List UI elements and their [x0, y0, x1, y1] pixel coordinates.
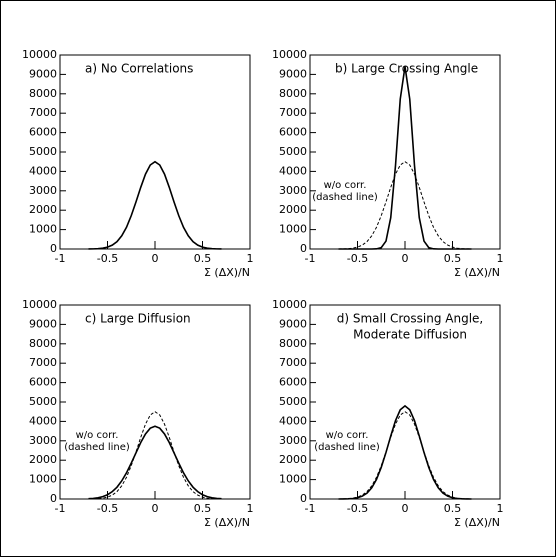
solid-curve — [88, 425, 222, 500]
annotation: (dashed line) — [314, 442, 380, 453]
x-tick-label: 0 — [402, 502, 409, 515]
y-tick-label: 1000 — [29, 223, 57, 236]
y-tick-label: 0 — [300, 242, 307, 255]
annotation: w/o corr. — [76, 430, 119, 441]
x-tick-label: 1 — [497, 502, 504, 515]
annotation: (dashed line) — [312, 192, 378, 203]
x-tick-label: 0 — [402, 252, 409, 265]
panel-title: c) Large Diffusion — [85, 312, 191, 326]
dashed-curve — [338, 411, 472, 500]
dashed-curve — [88, 411, 222, 500]
x-tick-label: 0.5 — [444, 252, 462, 265]
y-tick-label: 5000 — [279, 395, 307, 408]
y-tick-label: 0 — [50, 242, 57, 255]
x-tick-label: 0.5 — [194, 252, 212, 265]
x-tick-label: -0.5 — [347, 502, 368, 515]
y-tick-label: 9000 — [29, 317, 57, 330]
x-tick-label: -1 — [305, 252, 316, 265]
y-tick-label: 7000 — [279, 106, 307, 119]
x-tick-label: 1 — [247, 502, 254, 515]
y-tick-label: 4000 — [279, 164, 307, 177]
y-tick-label: 4000 — [279, 414, 307, 427]
y-tick-label: 5000 — [279, 145, 307, 158]
x-tick-label: -1 — [55, 252, 66, 265]
y-tick-label: 7000 — [279, 356, 307, 369]
y-tick-label: 5000 — [29, 145, 57, 158]
y-tick-label: 6000 — [29, 126, 57, 139]
x-axis-label: Σ (ΔX)/N — [454, 516, 500, 529]
y-tick-label: 2000 — [279, 203, 307, 216]
panel-title: d) Small Crossing Angle, — [337, 312, 483, 326]
y-tick-label: 8000 — [279, 337, 307, 350]
solid-curve — [338, 404, 472, 500]
y-tick-label: 4000 — [29, 164, 57, 177]
x-tick-label: 0.5 — [194, 502, 212, 515]
panel-title: a) No Correlations — [85, 62, 193, 76]
y-tick-label: 10000 — [22, 48, 57, 61]
dashed-curve — [338, 161, 472, 250]
panel-subtitle: Moderate Diffusion — [353, 328, 467, 342]
y-tick-label: 3000 — [29, 434, 57, 447]
y-tick-label: 0 — [50, 492, 57, 505]
x-axis-label: Σ (ΔX)/N — [454, 266, 500, 279]
y-tick-label: 3000 — [279, 434, 307, 447]
y-tick-label: 9000 — [279, 67, 307, 80]
annotation: (dashed line) — [64, 442, 130, 453]
x-axis-label: Σ (ΔX)/N — [204, 266, 250, 279]
x-tick-label: -0.5 — [97, 502, 118, 515]
y-tick-label: 10000 — [272, 298, 307, 311]
x-tick-label: 1 — [247, 252, 254, 265]
solid-curve — [88, 160, 222, 250]
y-tick-label: 1000 — [279, 473, 307, 486]
y-tick-label: 2000 — [279, 453, 307, 466]
y-tick-label: 0 — [300, 492, 307, 505]
y-tick-label: 6000 — [279, 376, 307, 389]
x-tick-label: -0.5 — [347, 252, 368, 265]
annotation: w/o corr. — [324, 180, 367, 191]
y-tick-label: 2000 — [29, 453, 57, 466]
y-tick-label: 10000 — [22, 298, 57, 311]
y-tick-label: 6000 — [279, 126, 307, 139]
y-tick-label: 10000 — [272, 48, 307, 61]
annotation: w/o corr. — [326, 430, 369, 441]
x-tick-label: 0.5 — [444, 502, 462, 515]
y-tick-label: 7000 — [29, 356, 57, 369]
y-tick-label: 4000 — [29, 414, 57, 427]
y-tick-label: 2000 — [29, 203, 57, 216]
solid-curve — [338, 66, 472, 250]
x-tick-label: -1 — [305, 502, 316, 515]
y-tick-label: 8000 — [29, 337, 57, 350]
x-tick-label: -0.5 — [97, 252, 118, 265]
x-tick-label: -1 — [55, 502, 66, 515]
y-tick-label: 9000 — [29, 67, 57, 80]
x-tick-label: 0 — [152, 502, 159, 515]
y-tick-label: 8000 — [29, 87, 57, 100]
panel-title: b) Large Crossing Angle — [335, 62, 478, 76]
y-tick-label: 9000 — [279, 317, 307, 330]
y-tick-label: 6000 — [29, 376, 57, 389]
y-tick-label: 1000 — [29, 473, 57, 486]
y-tick-label: 3000 — [279, 184, 307, 197]
x-tick-label: 1 — [497, 252, 504, 265]
y-tick-label: 3000 — [29, 184, 57, 197]
y-tick-label: 5000 — [29, 395, 57, 408]
x-axis-label: Σ (ΔX)/N — [204, 516, 250, 529]
y-tick-label: 1000 — [279, 223, 307, 236]
x-tick-label: 0 — [152, 252, 159, 265]
y-tick-label: 7000 — [29, 106, 57, 119]
y-tick-label: 8000 — [279, 87, 307, 100]
